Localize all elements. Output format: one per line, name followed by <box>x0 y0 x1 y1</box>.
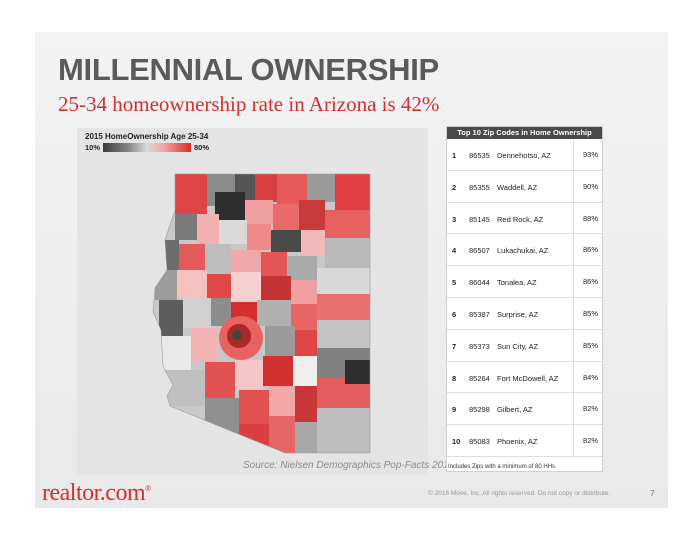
table-row: 8 85264 Fort McDowell, AZ 84% <box>447 361 602 394</box>
table-row: 2 85355 Waddell, AZ 90% <box>447 170 602 203</box>
table-header: Top 10 Zip Codes in Home Ownership <box>447 127 602 139</box>
table-row: 4 86507 Lukachukai, AZ 86% <box>447 234 602 267</box>
zip-cell: 85355 <box>469 182 490 192</box>
pct-cell: 85% <box>573 329 601 361</box>
zip-cell: 86535 <box>469 151 490 160</box>
table-row: 1 86535 Dennehotso, AZ 93% <box>447 139 602 171</box>
table-row: 5 86044 Tonalea, AZ 86% <box>447 266 602 298</box>
rank-cell: 5 <box>452 278 457 288</box>
zip-cell: 85387 <box>469 309 490 319</box>
table-row: 6 85387 Surprise, AZ 85% <box>447 297 602 330</box>
pct-cell: 84% <box>573 361 601 393</box>
rank-cell: 1 <box>452 151 457 160</box>
city-cell: Dennehotso, AZ <box>497 151 551 160</box>
page-number: 7 <box>650 488 655 498</box>
top-zip-table: Top 10 Zip Codes in Home Ownership 1 8653… <box>446 126 603 472</box>
pct-cell: 86% <box>573 234 601 266</box>
city-cell: Red Rock, AZ <box>497 214 544 224</box>
pct-cell: 86% <box>573 266 601 298</box>
city-cell: Surprise, AZ <box>497 309 539 319</box>
logo-text: realtor.com <box>42 480 146 506</box>
city-cell: Waddell, AZ <box>497 182 538 192</box>
rank-cell: 7 <box>452 341 457 351</box>
legend-min-label: 10% <box>85 143 101 152</box>
pct-cell: 88% <box>573 202 601 234</box>
state-outline <box>152 173 371 454</box>
legend-max-label: 80% <box>194 143 210 152</box>
slide-title: MILLENNIAL OWNERSHIP <box>58 52 439 87</box>
zip-cell: 85298 <box>469 405 490 415</box>
table-footnote: Includes Zips with a minimum of 80 HHs <box>448 464 556 470</box>
city-cell: Sun City, AZ <box>497 341 539 351</box>
table-row: 9 85298 Gilbert, AZ 82% <box>447 393 602 426</box>
city-cell: Phoenix, AZ <box>497 437 538 447</box>
rank-cell: 2 <box>452 182 457 192</box>
copyright-text: © 2016 Move, Inc. All rights reserved. D… <box>428 490 611 497</box>
zip-cell: 85264 <box>469 373 490 383</box>
city-cell: Lukachukai, AZ <box>497 246 549 256</box>
slide-subtitle: 25-34 homeownership rate in Arizona is 4… <box>58 92 440 116</box>
city-cell: Gilbert, AZ <box>497 405 533 415</box>
pct-cell: 85% <box>573 297 601 329</box>
legend-color-bar <box>103 143 191 152</box>
table-row: 3 85145 Red Rock, AZ 88% <box>447 202 602 235</box>
arizona-choropleth-map <box>152 173 371 454</box>
pct-cell: 93% <box>573 139 601 170</box>
table-row: 7 85373 Sun City, AZ 85% <box>447 329 602 362</box>
pct-cell: 82% <box>573 425 601 457</box>
rank-cell: 8 <box>452 373 457 383</box>
city-cell: Tonalea, AZ <box>497 278 537 288</box>
pct-cell: 90% <box>573 170 601 202</box>
rank-cell: 4 <box>452 246 457 256</box>
pct-cell: 82% <box>573 393 601 425</box>
logo-mark: ® <box>145 484 151 493</box>
rank-cell: 9 <box>452 405 457 415</box>
realtor-logo: realtor.com® <box>42 480 151 507</box>
city-cell: Fort McDowell, AZ <box>497 373 559 383</box>
map-regions <box>153 174 370 453</box>
source-note: Source: Nielsen Demographics Pop-Facts 2… <box>243 460 455 471</box>
zip-cell: 86507 <box>469 246 490 256</box>
rank-cell: 3 <box>452 214 457 224</box>
rank-cell: 10 <box>452 437 461 447</box>
zip-cell: 85145 <box>469 214 490 224</box>
zip-cell: 86044 <box>469 278 490 288</box>
zip-cell: 85373 <box>469 341 490 351</box>
table-row: 10 85083 Phoenix, AZ 82% <box>447 425 602 457</box>
legend-title: 2015 HomeOwnership Age 25-34 <box>85 132 209 141</box>
rank-cell: 6 <box>452 309 457 319</box>
zip-cell: 85083 <box>469 437 490 447</box>
